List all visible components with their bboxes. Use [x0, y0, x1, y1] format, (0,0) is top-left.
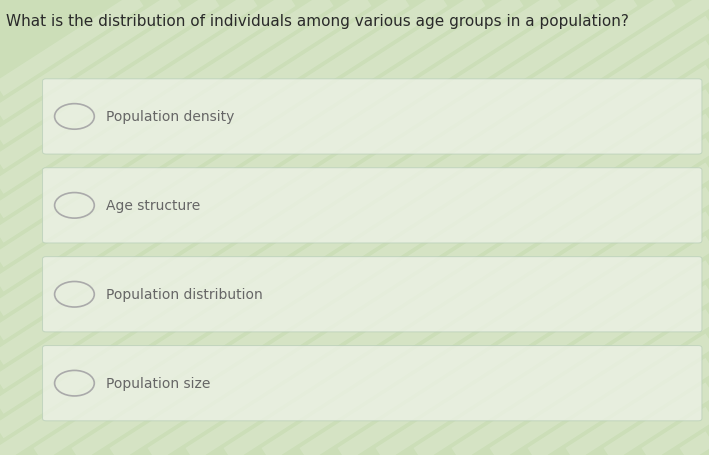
- FancyBboxPatch shape: [43, 257, 702, 332]
- FancyBboxPatch shape: [43, 346, 702, 421]
- Text: What is the distribution of individuals among various age groups in a population: What is the distribution of individuals …: [6, 14, 629, 29]
- Text: Population density: Population density: [106, 110, 235, 124]
- Text: Population size: Population size: [106, 376, 211, 390]
- FancyBboxPatch shape: [43, 168, 702, 243]
- Text: Age structure: Age structure: [106, 199, 201, 213]
- Text: Population distribution: Population distribution: [106, 288, 263, 302]
- FancyBboxPatch shape: [43, 80, 702, 155]
